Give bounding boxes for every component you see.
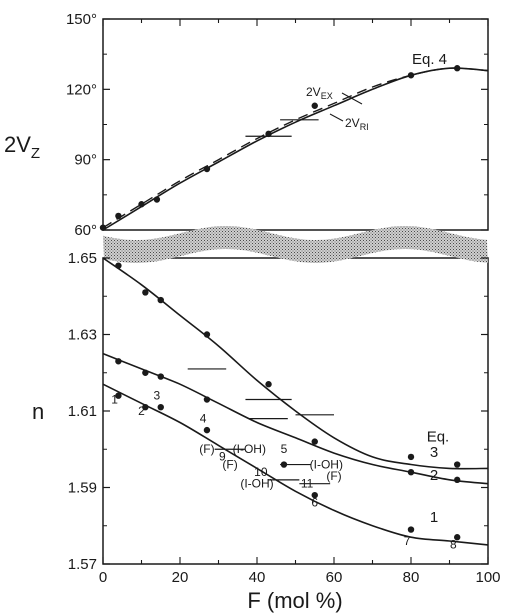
label-2v-ex: 2VEX: [306, 85, 333, 101]
bottom-data-point: [407, 526, 415, 533]
bottom-annotation: (I-OH): [240, 477, 273, 491]
curve-2v-ex: [102, 67, 489, 231]
bottom-data-point: [454, 534, 461, 541]
bottom-xtick-label: 80: [403, 569, 420, 586]
bottom-data-point: [454, 461, 461, 468]
bottom-annotation: (F): [222, 457, 237, 471]
top-data-point: [115, 212, 122, 220]
bottom-xtick-label: 20: [172, 569, 189, 586]
x-axis-label: F (mol %): [247, 588, 342, 613]
bottom-annotation: 11: [301, 477, 314, 491]
top-marks: [99, 65, 489, 231]
bottom-data-point: [157, 403, 164, 411]
bottom-annotation: 3: [154, 389, 161, 403]
bottom-annotation: 9: [219, 450, 226, 464]
bottom-data-point: [203, 396, 211, 403]
curve-eq-3: [102, 257, 489, 470]
bottom-data-point: [157, 296, 164, 304]
leader-2v-ex: [341, 92, 363, 105]
bottom-data-point: [142, 289, 149, 296]
bottom-data-point: [203, 426, 211, 434]
bottom-annotation: 4: [200, 411, 207, 425]
bottom-data-point: [115, 392, 122, 399]
bottom-annotation: (I-OH): [310, 457, 343, 471]
top-ytick-label: 120°: [66, 81, 97, 98]
bottom-data-point: [157, 373, 164, 380]
top-data-point: [138, 201, 145, 208]
bottom-annotation: 2: [430, 467, 438, 484]
eq4-label: Eq. 4: [412, 51, 447, 68]
bottom-data-point: [265, 381, 272, 388]
bottom-data-point: [115, 358, 122, 365]
bottom-data-point: [311, 491, 318, 499]
leader-2v-ri: [329, 113, 344, 122]
bottom-annotation: (I-OH): [233, 442, 266, 456]
bottom-annotation: (F): [199, 442, 214, 456]
top-ticks: 60° 90° 120° 150°: [66, 11, 489, 239]
bottom-ytick-label: 1.65: [68, 250, 97, 267]
bottom-ytick-label: 1.59: [68, 480, 97, 497]
bottom-annotation: 1: [430, 509, 438, 526]
bottom-ticks: 1.57 1.59 1.61 1.63 1.65 0 20 40 60 80 100: [68, 250, 501, 586]
bottom-ytick-label: 1.63: [68, 327, 97, 344]
bottom-annotation: 3: [430, 444, 438, 461]
bottom-data-point: [142, 403, 149, 411]
top-data-point: [99, 224, 107, 231]
bottom-annotation: 1: [111, 392, 118, 406]
label-2v-ri: 2VRI: [345, 116, 369, 132]
curve-eq-2: [102, 352, 489, 485]
bottom-data-point: [407, 469, 415, 476]
curve-eq-1: [102, 383, 489, 546]
bottom-data-point: [203, 331, 211, 338]
bottom-annotation: 8: [450, 538, 457, 552]
top-data-point: [203, 165, 211, 173]
bottom-annotation: (F): [326, 469, 341, 483]
bottom-xtick-label: 100: [475, 569, 500, 586]
bottom-annotation: 5: [281, 442, 288, 456]
top-data-point: [407, 72, 415, 79]
top-data-point: [265, 130, 272, 138]
bottom-data-point: [407, 453, 415, 461]
top-data-point: [454, 65, 461, 72]
top-ylabel: 2VZ: [4, 132, 40, 162]
bottom-ytick-label: 1.61: [68, 403, 97, 420]
bottom-xtick-label: 40: [249, 569, 266, 586]
bottom-data-point: [311, 438, 318, 445]
bottom-annotation: 7: [404, 534, 411, 548]
bottom-annotation: 6: [311, 496, 318, 510]
bottom-data-point: [142, 369, 149, 376]
bottom-xtick-label: 0: [99, 569, 107, 586]
bottom-ytick-label: 1.57: [68, 556, 97, 573]
top-ytick-label: 150°: [66, 11, 97, 28]
bottom-xtick-label: 60: [326, 569, 343, 586]
bottom-ylabel: n: [32, 399, 44, 424]
top-ytick-label: 90°: [74, 152, 97, 169]
bottom-annotation: 2: [138, 404, 145, 418]
top-data-point: [153, 196, 161, 203]
curve-2v-ri: [102, 67, 489, 229]
axis-break-band: [103, 226, 488, 263]
bottom-annotation: Eq.: [427, 429, 450, 446]
top-ytick-label: 60°: [74, 222, 97, 239]
bottom-data-point: [280, 461, 288, 468]
bottom-data-point: [454, 476, 461, 484]
top-data-point: [311, 102, 318, 109]
bottom-data-point: [115, 262, 122, 269]
bottom-annotation: 10: [254, 465, 268, 479]
